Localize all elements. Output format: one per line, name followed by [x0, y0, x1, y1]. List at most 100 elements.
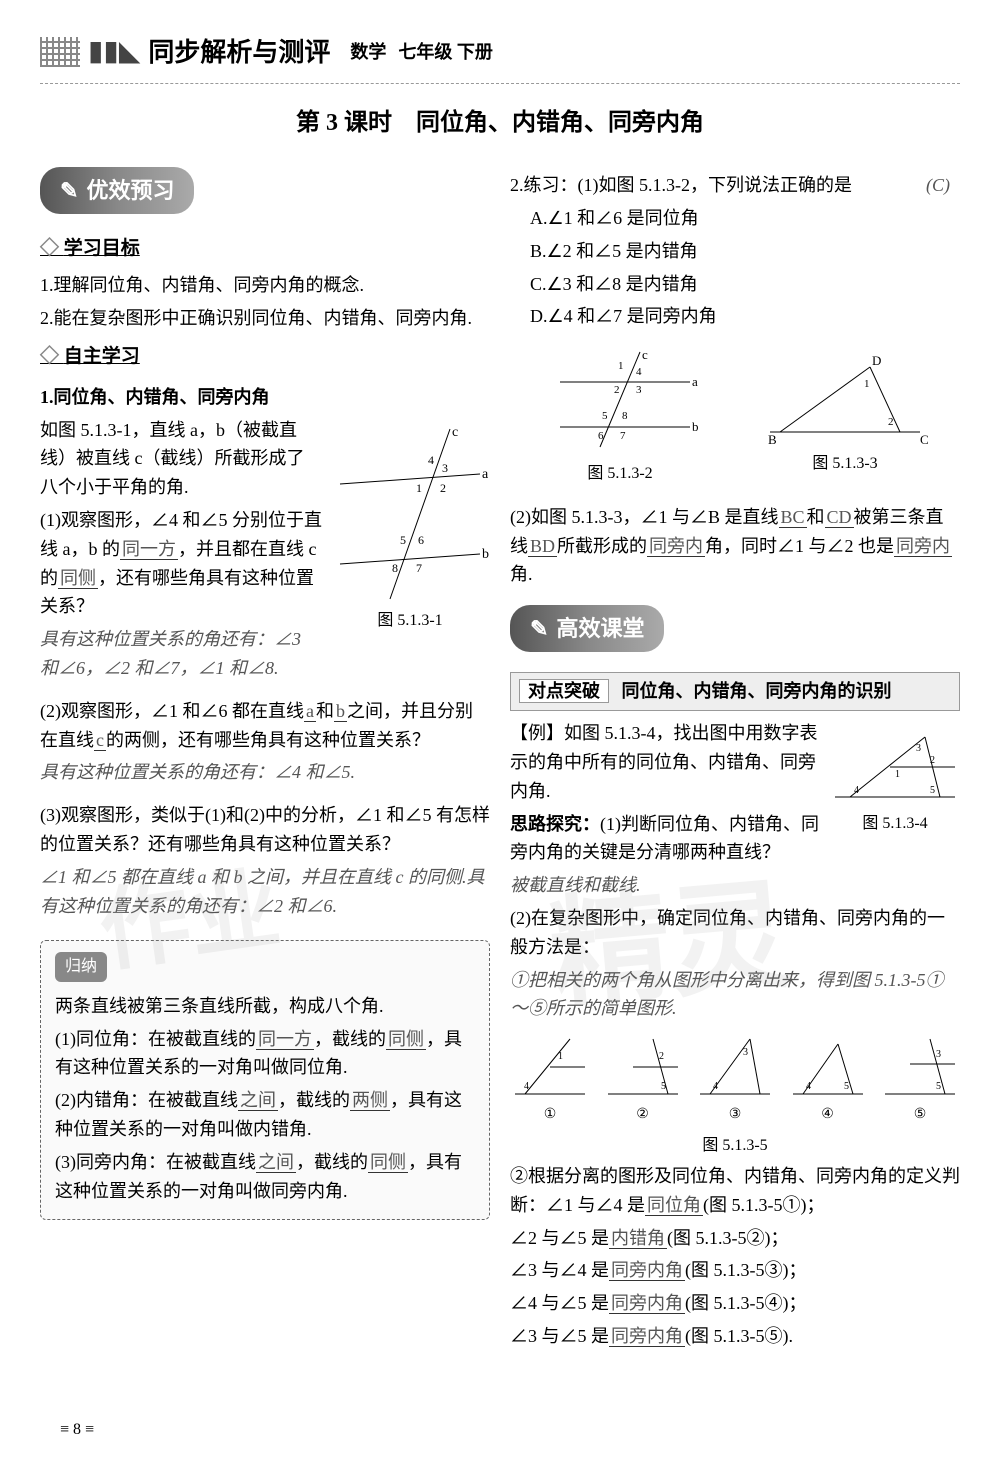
think-1-answer: 被截直线和截线. [510, 871, 960, 900]
subfigure-4: 4 5 ④ [788, 1029, 868, 1126]
svg-text:4: 4 [854, 785, 859, 796]
classroom-banner: 高效课堂 [510, 605, 664, 652]
exercise-2-head: 2.练习：(1)如图 5.1.3-2，下列说法正确的是 (C) [510, 171, 960, 200]
svg-text:3: 3 [916, 743, 921, 754]
exercise-2-part2: (2)如图 5.1.3-3，∠1 与∠B 是直线BC和CD被第三条直线BD所截形… [510, 503, 960, 589]
think-2-line: ∠3 与∠5 是同旁内角(图 5.1.3-5⑤). [510, 1322, 960, 1351]
svg-text:4: 4 [636, 366, 642, 378]
svg-text:8: 8 [622, 410, 628, 422]
option-B: B.∠2 和∠5 是内错角 [530, 237, 960, 266]
blank-fill: 同侧 [58, 568, 98, 589]
svg-text:5: 5 [930, 785, 935, 796]
figure-5-1-3-2: a b c 1 4 2 3 5 8 6 7 图 5.1.3-2 [540, 347, 700, 487]
topic-heading: 1.同位角、内错角、同旁内角 [40, 383, 490, 412]
svg-text:D: D [872, 353, 881, 368]
grade-label: 七年级 下册 [398, 38, 493, 67]
svg-text:5: 5 [400, 533, 406, 547]
svg-text:3: 3 [743, 1047, 748, 1058]
figure-5-1-3-4: 3 2 1 4 5 图 5.1.3-4 [830, 727, 960, 837]
svg-text:8: 8 [392, 561, 398, 575]
summary-tag: 归纳 [55, 952, 107, 982]
blank-fill: a [304, 701, 316, 722]
decor-dots [40, 37, 80, 67]
svg-text:4: 4 [428, 453, 434, 467]
svg-text:2: 2 [440, 481, 446, 495]
svg-text:3: 3 [936, 1049, 941, 1060]
summary-line: (3)同旁内角：在被截直线之间，截线的同侧，具有这种位置关系的一对角叫做同旁内角… [55, 1148, 475, 1206]
figure-caption: 图 5.1.3-3 [760, 451, 930, 477]
figure-5-1-3-1: a b c 4 3 1 2 5 6 8 7 图 5.1.3-1 [330, 424, 490, 634]
svg-text:5: 5 [844, 1081, 849, 1092]
objectives-heading: 学习目标 [40, 234, 490, 264]
right-column: 2.练习：(1)如图 5.1.3-2，下列说法正确的是 (C) A.∠1 和∠6… [510, 167, 960, 1355]
summary-line: (2)内错角：在被截直线之间，截线的两侧，具有这种位置关系的一对角叫做内错角. [55, 1086, 475, 1144]
svg-text:4: 4 [806, 1081, 811, 1092]
question-3: (3)观察图形，类似于(1)和(2)中的分析，∠1 和∠5 有怎样的位置关系？还… [40, 801, 490, 859]
blank-fill: c [94, 730, 106, 751]
svg-text:3: 3 [636, 384, 642, 396]
subfigure-5: 3 5 ⑤ [880, 1029, 960, 1126]
question-2: (2)观察图形，∠1 和∠6 都在直线a和b之间，并且分别在直线c的两侧，还有哪… [40, 697, 490, 755]
svg-text:b: b [692, 419, 699, 434]
objective-item: 1.理解同位角、内错角、同旁内角的概念. [40, 271, 490, 300]
subsection-bar: 对点突破 同位角、内错角、同旁内角的识别 [510, 672, 960, 711]
left-column: 优效预习 学习目标 1.理解同位角、内错角、同旁内角的概念. 2.能在复杂图形中… [40, 167, 490, 1355]
option-A: A.∠1 和∠6 是同位角 [530, 204, 960, 233]
preview-banner: 优效预习 [40, 167, 194, 214]
svg-text:6: 6 [418, 533, 424, 547]
subsection-label: 对点突破 [519, 679, 609, 703]
figure-5-1-3-5-row: 1 4 ① 2 5 ② 3 [510, 1029, 960, 1126]
figure-caption: 图 5.1.3-1 [330, 608, 490, 634]
think-2-line: ∠4 与∠5 是同旁内角(图 5.1.3-5④)； [510, 1289, 960, 1318]
think-2-line: ∠3 与∠4 是同旁内角(图 5.1.3-5③)； [510, 1256, 960, 1285]
option-C: C.∠3 和∠8 是内错角 [530, 270, 960, 299]
blank-fill: b [334, 701, 347, 722]
svg-text:B: B [768, 432, 777, 447]
figure-caption: 图 5.1.3-2 [540, 461, 700, 487]
svg-text:1: 1 [558, 1051, 563, 1062]
subfigure-2: 2 5 ② [603, 1029, 683, 1126]
svg-text:a: a [692, 374, 698, 389]
figure-5-1-3-3: B C D 1 2 图 5.1.3-3 [760, 347, 930, 487]
svg-text:2: 2 [888, 416, 894, 428]
summary-line: (1)同位角：在被截直线的同一方，截线的同侧，具有这种位置关系的一对角叫做同位角… [55, 1025, 475, 1083]
series-title: 同步解析与测评 [148, 32, 330, 74]
svg-text:b: b [482, 547, 489, 562]
svg-text:2: 2 [659, 1051, 664, 1062]
answer-mark: (C) [926, 171, 950, 200]
think-2: (2)在复杂图形中，确定同位角、内错角、同旁内角的一般方法是： [510, 904, 960, 962]
book-icon: ▮▮◣ [88, 30, 140, 75]
option-D: D.∠4 和∠7 是同旁内角 [530, 302, 960, 331]
svg-text:2: 2 [614, 384, 620, 396]
svg-text:3: 3 [442, 461, 448, 475]
objective-item: 2.能在复杂图形中正确识别同位角、内错角、同旁内角. [40, 304, 490, 333]
answer-2: 具有这种位置关系的角还有：∠4 和∠5. [40, 758, 490, 787]
svg-text:5: 5 [661, 1081, 666, 1092]
self-study-heading: 自主学习 [40, 342, 490, 372]
svg-text:1: 1 [416, 481, 422, 495]
svg-text:c: c [452, 425, 458, 440]
subfigure-1: 1 4 ① [510, 1029, 590, 1126]
svg-text:a: a [482, 467, 489, 482]
svg-text:7: 7 [416, 561, 422, 575]
subfigure-3: 3 4 ③ [695, 1029, 775, 1126]
svg-text:5: 5 [602, 410, 608, 422]
subject-label: 数学 [350, 38, 386, 67]
svg-text:4: 4 [713, 1081, 718, 1092]
svg-text:1: 1 [895, 769, 900, 780]
svg-text:1: 1 [864, 378, 870, 390]
figure-caption: 图 5.1.3-5 [510, 1133, 960, 1159]
blank-fill: 同一方 [120, 539, 178, 560]
summary-line: 两条直线被第三条直线所截，构成八个角. [55, 992, 475, 1021]
think-2-line: ∠2 与∠5 是内错角(图 5.1.3-5②)； [510, 1224, 960, 1253]
svg-text:2: 2 [930, 755, 935, 766]
page-number: 8 [60, 1417, 94, 1443]
answer-3: ∠1 和∠5 都在直线 a 和 b 之间，并且在直线 c 的同侧.具有这种位置关… [40, 863, 490, 921]
lesson-title: 第 3 课时 同位角、内错角、同旁内角 [40, 104, 960, 142]
answer-1: 具有这种位置关系的角还有：∠3 和∠6，∠2 和∠7，∠1 和∠8. [40, 625, 490, 683]
svg-text:5: 5 [936, 1081, 941, 1092]
think-2-step1: ①把相关的两个角从图形中分离出来，得到图 5.1.3-5①～⑤所示的简单图形. [510, 966, 960, 1024]
svg-text:6: 6 [598, 430, 604, 442]
svg-text:7: 7 [620, 430, 626, 442]
think-2-step2: ②根据分离的图形及同位角、内错角、同旁内角的定义判断：∠1 与∠4 是同位角(图… [510, 1162, 960, 1220]
